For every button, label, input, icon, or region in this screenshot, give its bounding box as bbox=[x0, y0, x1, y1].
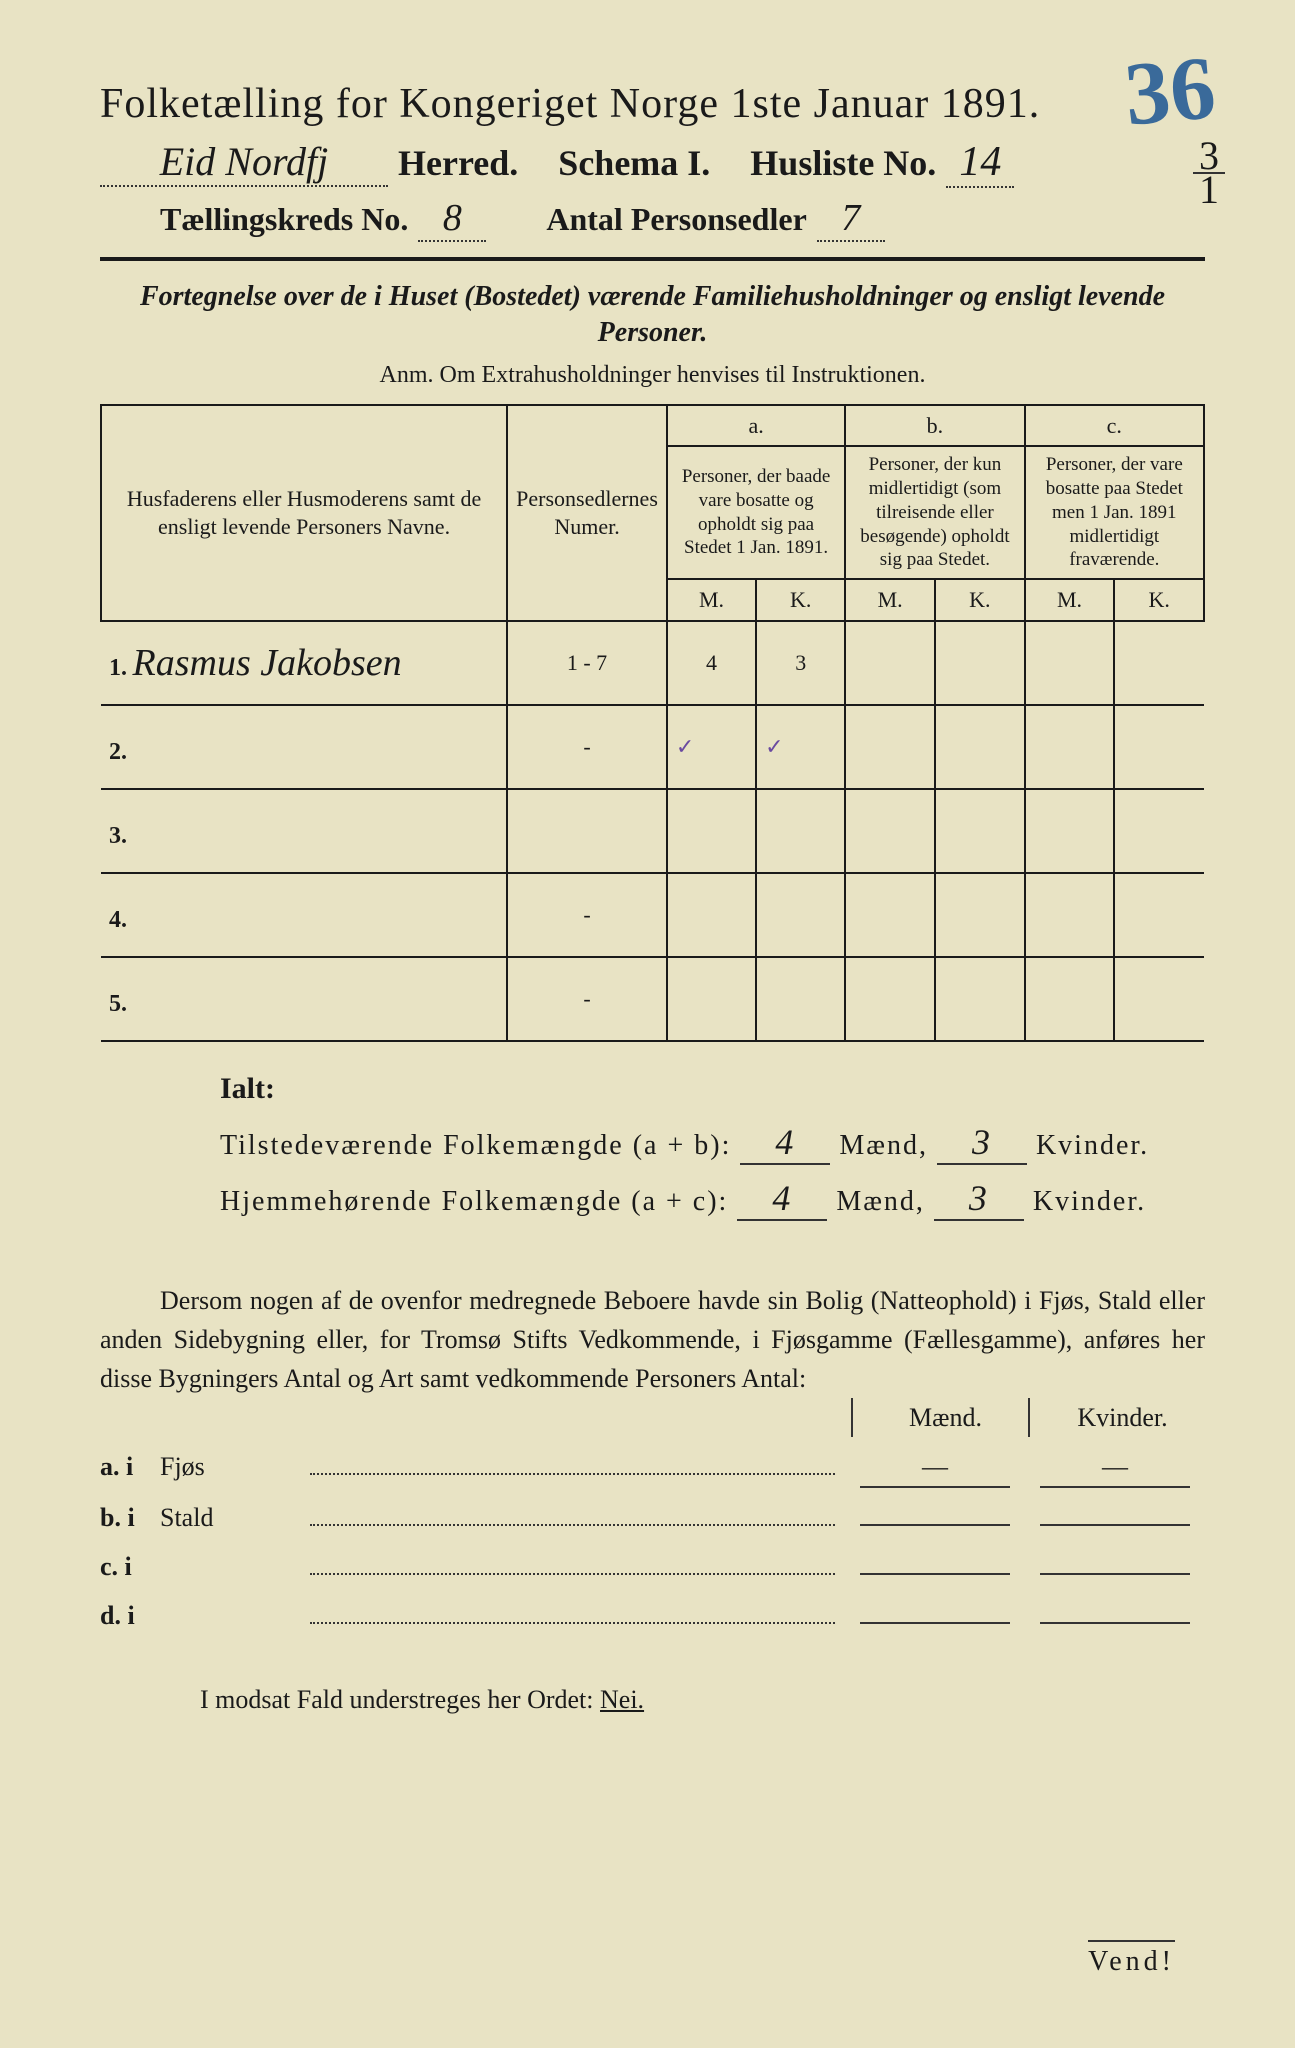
header-line-3: Tællingskreds No. 8 Antal Personsedler 7 bbox=[100, 196, 1205, 242]
bolig-row: c. i bbox=[100, 1547, 1205, 1586]
ialt-title: Ialt: bbox=[220, 1072, 1205, 1106]
col-c-desc: Personer, der vare bosatte paa Stedet me… bbox=[1025, 446, 1204, 579]
col-b-label: b. bbox=[845, 405, 1024, 447]
table-row: 2. -✓✓ bbox=[101, 705, 1204, 789]
household-table: Husfaderens eller Husmoderens samt de en… bbox=[100, 404, 1205, 1042]
nei-word: Nei. bbox=[600, 1685, 644, 1714]
totals-section: Ialt: Tilstedeværende Folkemængde (a + b… bbox=[100, 1072, 1205, 1221]
ialt-row-1: Tilstedeværende Folkemængde (a + b): 4 M… bbox=[220, 1121, 1205, 1165]
col-c-label: c. bbox=[1025, 405, 1204, 447]
col-a-k: K. bbox=[756, 579, 845, 621]
page-number-handwritten: 36 bbox=[1121, 36, 1220, 146]
ialt-row-2: Hjemmehørende Folkemængde (a + c): 4 Mæn… bbox=[220, 1177, 1205, 1221]
antal-value: 7 bbox=[817, 196, 885, 242]
husliste-value: 14 bbox=[946, 138, 1014, 188]
main-title: Folketælling for Kongeriget Norge 1ste J… bbox=[100, 80, 1205, 128]
anm-note: Anm. Om Extrahusholdninger henvises til … bbox=[100, 362, 1205, 389]
vend-label: Vend! bbox=[1088, 1940, 1175, 1978]
bolig-section: Dersom nogen af de ovenfor medregnede Be… bbox=[100, 1281, 1205, 1635]
subtitle: Fortegnelse over de i Huset (Bostedet) v… bbox=[100, 279, 1205, 352]
table-row: 3. bbox=[101, 789, 1204, 873]
table-row: 5. - bbox=[101, 957, 1204, 1041]
col-b-desc: Personer, der kun midlertidigt (som tilr… bbox=[845, 446, 1024, 579]
antal-label: Antal Personsedler bbox=[546, 201, 806, 238]
kreds-label: Tællingskreds No. bbox=[160, 201, 408, 238]
col-c-k: K. bbox=[1114, 579, 1204, 621]
table-row: 1. Rasmus Jakobsen1 - 743 bbox=[101, 621, 1204, 705]
nei-line: I modsat Fald understreges her Ordet: Ne… bbox=[100, 1685, 1205, 1715]
bolig-text: Dersom nogen af de ovenfor medregnede Be… bbox=[100, 1281, 1205, 1398]
bolig-row: b. iStald bbox=[100, 1498, 1205, 1537]
schema-label: Schema I. bbox=[558, 142, 710, 184]
header-line-2: Eid Nordfj Herred. Schema I. Husliste No… bbox=[100, 138, 1205, 188]
col-a-desc: Personer, der baade vare bosatte og opho… bbox=[667, 446, 845, 579]
herred-label: Herred. bbox=[398, 142, 518, 184]
col-a-label: a. bbox=[667, 405, 845, 447]
kreds-value: 8 bbox=[418, 196, 486, 242]
bolig-header: Mænd. Kvinder. bbox=[100, 1398, 1205, 1437]
col-b-m: M. bbox=[845, 579, 935, 621]
col-header-numer: Personsedlernes Numer. bbox=[507, 405, 667, 621]
col-b-k: K. bbox=[935, 579, 1025, 621]
bolig-row: d. i bbox=[100, 1596, 1205, 1635]
bolig-row: a. iFjøs—— bbox=[100, 1447, 1205, 1488]
census-form-page: 36 3 1 Folketælling for Kongeriget Norge… bbox=[0, 0, 1295, 2048]
col-a-m: M. bbox=[667, 579, 756, 621]
col-c-m: M. bbox=[1025, 579, 1115, 621]
divider bbox=[100, 257, 1205, 261]
date-fraction: 3 1 bbox=[1193, 140, 1225, 206]
husliste-label: Husliste No. bbox=[750, 142, 936, 184]
herred-value: Eid Nordfj bbox=[100, 138, 388, 187]
table-row: 4. - bbox=[101, 873, 1204, 957]
col-header-name: Husfaderens eller Husmoderens samt de en… bbox=[101, 405, 507, 621]
